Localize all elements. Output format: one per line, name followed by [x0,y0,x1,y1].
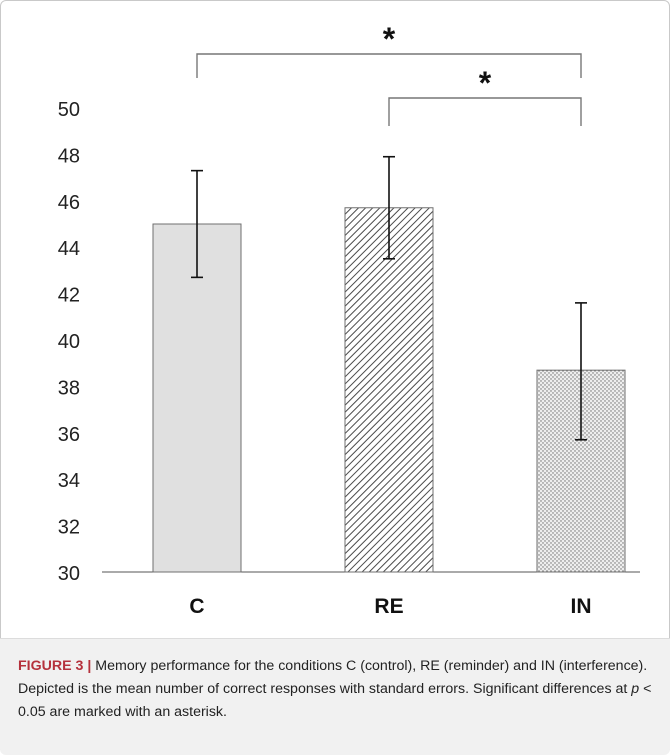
chart-area: 30 32 34 36 38 40 42 44 46 48 50 C RE IN * * [58,21,640,618]
y-tick-label-32: 32 [58,517,80,539]
bar-C [152,223,242,573]
y-tick-label-30: 30 [58,563,80,585]
caption-p-symbol: p [631,681,640,697]
y-tick-label-48: 48 [58,145,80,167]
y-tick-label-36: 36 [58,424,80,446]
y-tick-label-42: 42 [58,285,80,307]
y-tick-label-40: 40 [58,331,80,353]
y-tick-label-38: 38 [58,377,80,399]
plot-group: 30 32 34 36 38 40 42 44 46 48 50 C RE IN * * [58,21,640,618]
bar-RE [344,207,434,573]
caption-text-end: < 0.05 are marked with an asterisk. [18,681,652,720]
significance-marker-C-IN: * [383,21,396,57]
y-tick-label-44: 44 [58,238,80,260]
significance-bracket-RE-IN [388,97,582,126]
caption-text: Memory performance for the conditions C … [18,658,648,697]
bar-chart: 30 32 34 36 38 40 42 44 46 48 50 C RE IN * * [58,21,640,618]
x-tick-label-IN: IN [571,595,592,618]
significance-bracket-C-IN [196,53,582,78]
x-tick-label-RE: RE [374,595,403,618]
x-tick-label-C: C [189,595,204,618]
caption-area: FIGURE 3 | Memory performance for the co… [0,638,670,755]
caption-label: FIGURE 3 | [18,658,92,674]
y-tick-label-34: 34 [58,470,80,492]
significance-marker-RE-IN: * [479,65,492,101]
y-tick-label-50: 50 [58,99,80,121]
figure-caption: FIGURE 3 | Memory performance for the co… [18,655,652,724]
y-tick-label-46: 46 [58,192,80,214]
